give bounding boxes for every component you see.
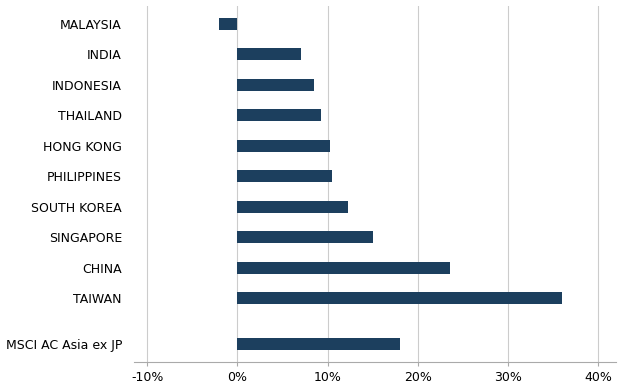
Bar <box>238 109 320 121</box>
Bar <box>220 18 238 30</box>
Bar <box>238 48 300 60</box>
Bar <box>238 262 450 274</box>
Bar <box>238 231 373 243</box>
Bar <box>238 292 562 305</box>
Bar <box>238 79 314 91</box>
Bar <box>238 338 400 350</box>
Bar <box>238 201 348 213</box>
Bar <box>238 170 332 183</box>
Bar <box>238 140 330 152</box>
